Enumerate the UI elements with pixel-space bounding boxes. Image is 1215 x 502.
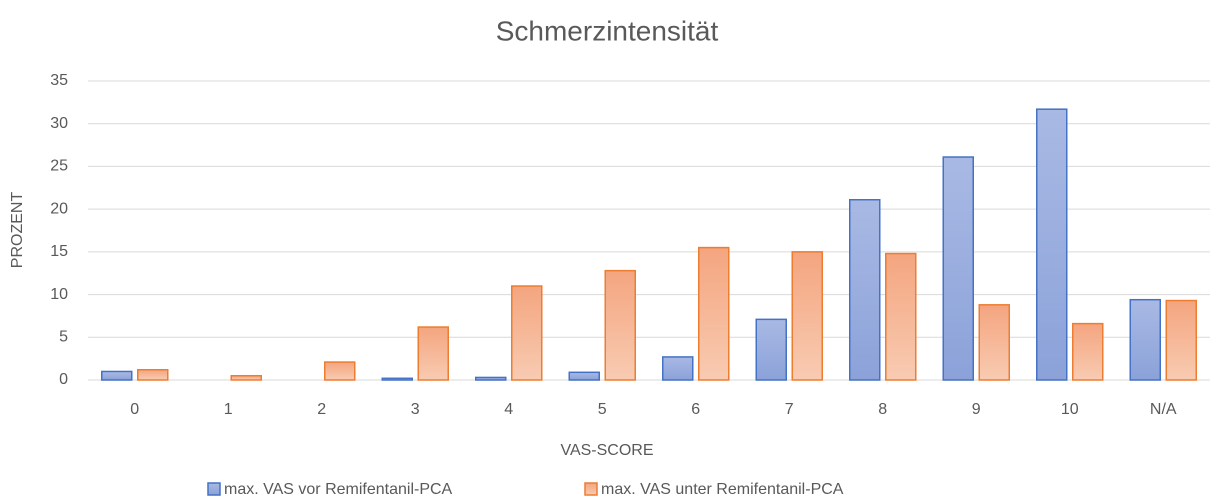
x-tick-label: 10 xyxy=(1061,401,1079,418)
bar xyxy=(1036,108,1068,381)
y-tick-label: 20 xyxy=(50,200,68,217)
x-tick-label: 4 xyxy=(504,401,513,418)
bar xyxy=(942,156,974,381)
x-tick-label: 8 xyxy=(878,401,887,418)
x-tick-label: 9 xyxy=(972,401,981,418)
legend-label: max. VAS vor Remifentanil-PCA xyxy=(224,481,453,498)
bar xyxy=(137,368,169,381)
bar xyxy=(1129,298,1161,381)
x-tick-label: N/A xyxy=(1150,401,1177,418)
y-tick-label: 25 xyxy=(50,158,68,175)
y-tick-label: 35 xyxy=(50,72,68,89)
bar xyxy=(698,246,730,381)
bar xyxy=(662,356,694,381)
x-tick-label: 7 xyxy=(785,401,794,418)
legend-swatch xyxy=(207,482,221,496)
y-tick-label: 10 xyxy=(50,286,68,303)
bar xyxy=(511,285,543,381)
bar xyxy=(324,361,356,381)
bar xyxy=(849,198,881,381)
bar xyxy=(885,252,917,381)
bar xyxy=(381,377,413,381)
bar xyxy=(755,318,787,381)
bar xyxy=(101,370,133,381)
y-axis-label: PROZENT xyxy=(9,192,26,269)
bar xyxy=(475,376,507,381)
y-tick-label: 5 xyxy=(59,329,68,346)
bar xyxy=(417,326,449,381)
legend-label: max. VAS unter Remifentanil-PCA xyxy=(601,481,844,498)
y-tick-label: 0 xyxy=(59,371,68,388)
x-axis-label: VAS-SCORE xyxy=(560,442,653,459)
bar xyxy=(791,251,823,381)
chart-title: Schmerzintensität xyxy=(496,15,719,46)
x-tick-label: 2 xyxy=(317,401,326,418)
x-tick-label: 6 xyxy=(691,401,700,418)
bar xyxy=(604,269,636,381)
bar xyxy=(568,371,600,381)
y-tick-label: 30 xyxy=(50,115,68,132)
x-tick-label: 5 xyxy=(598,401,607,418)
bar xyxy=(1165,299,1197,381)
bar xyxy=(1072,322,1104,381)
x-tick-label: 0 xyxy=(130,401,139,418)
legend-swatch xyxy=(584,482,598,496)
y-tick-label: 15 xyxy=(50,243,68,260)
x-tick-label: 3 xyxy=(411,401,420,418)
x-tick-label: 1 xyxy=(224,401,233,418)
bar xyxy=(230,374,262,381)
bar xyxy=(978,304,1010,381)
